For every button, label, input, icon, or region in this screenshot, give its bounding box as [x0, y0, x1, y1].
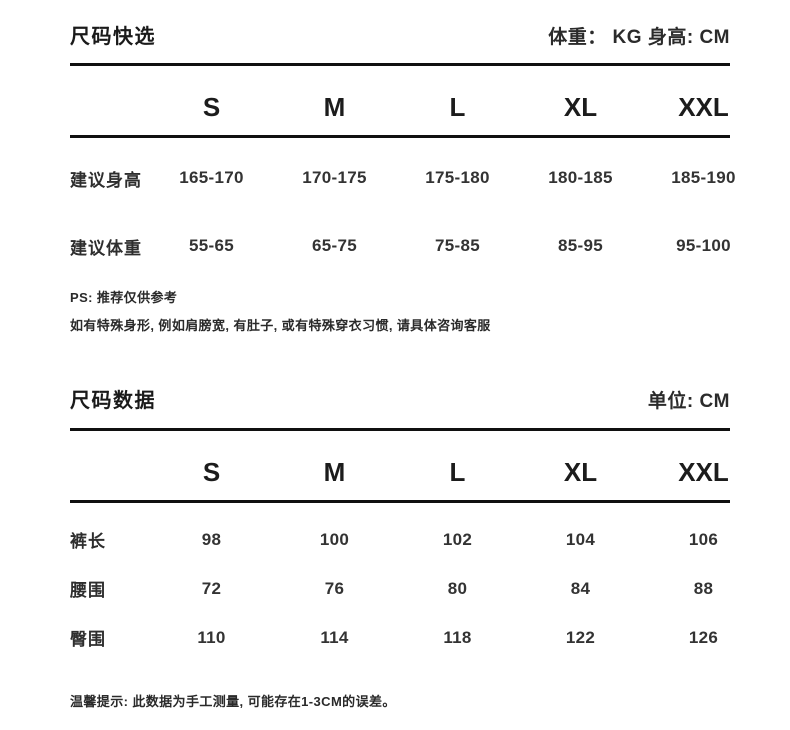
table-row-hip: 臀围 110 114 118 122 126 [70, 613, 765, 662]
size-data-title: 尺码数据 [70, 390, 156, 412]
size-data-size-header-row: S M L XL XXL [70, 431, 765, 500]
quick-select-table-body: 建议身高 165-170 170-175 175-180 180-185 185… [70, 138, 765, 280]
size-value: 180-185 [548, 168, 613, 187]
size-value: 84 [570, 578, 591, 598]
size-value: 118 [443, 627, 472, 647]
size-value: 102 [442, 529, 473, 549]
quick-select-notes: PS: 推荐仅供参考 如有特殊身形, 例如肩膀宽, 有肚子, 或有特殊穿衣习惯,… [70, 288, 765, 336]
size-value: 75-85 [435, 236, 480, 255]
size-value: 76 [324, 578, 345, 598]
size-value: 80 [447, 578, 468, 598]
size-value: 65-75 [312, 236, 357, 255]
size-column-header-m: M [323, 457, 346, 487]
size-value: 95-100 [676, 236, 731, 255]
size-column-header-l: L [449, 457, 466, 487]
measurement-disclaimer: 温馨提示: 此数据为手工测量, 可能存在1-3CM的误差。 [70, 694, 396, 709]
row-label: 建议体重 [70, 238, 142, 258]
size-value: 55-65 [189, 236, 234, 255]
quick-select-size-header-row: S M L XL XXL [70, 66, 765, 135]
table-row-suggested-height: 建议身高 165-170 170-175 175-180 180-185 185… [70, 144, 765, 212]
size-value: 72 [201, 578, 222, 598]
size-value: 106 [688, 529, 719, 549]
size-data-section: 尺码数据 单位: CM S M L XL XXL 裤长 98 100 102 1… [70, 386, 765, 712]
quick-select-header: 尺码快选 体重： KG 身高: CM [70, 22, 730, 49]
row-label: 腰围 [70, 581, 106, 600]
size-value: 85-95 [558, 236, 603, 255]
size-value: 175-180 [425, 168, 490, 187]
size-column-header-s: S [202, 92, 221, 122]
table-row-suggested-weight: 建议体重 55-65 65-75 75-85 85-95 95-100 [70, 212, 765, 280]
size-value: 170-175 [302, 168, 367, 187]
size-value: 185-190 [671, 168, 736, 187]
divider [70, 63, 730, 66]
size-value: 165-170 [179, 168, 244, 187]
size-value: 98 [201, 529, 222, 549]
table-row-waist: 腰围 72 76 80 84 88 [70, 564, 765, 613]
quick-select-title: 尺码快选 [70, 26, 156, 48]
size-data-table-body: 裤长 98 100 102 104 106 腰围 72 76 80 84 88 … [70, 503, 765, 662]
row-label: 建议身高 [70, 170, 142, 190]
ps-note: PS: 推荐仅供参考 [70, 290, 178, 305]
size-column-header-s: S [202, 457, 221, 487]
size-value: 88 [693, 578, 714, 598]
divider [70, 135, 730, 138]
size-value: 126 [688, 627, 719, 647]
divider [70, 428, 730, 431]
size-column-header-xl: XL [563, 457, 598, 487]
size-data-header: 尺码数据 单位: CM [70, 386, 730, 413]
size-column-header-xl: XL [563, 92, 598, 122]
size-value: 100 [319, 529, 350, 549]
quick-select-section: 尺码快选 体重： KG 身高: CM S M L XL XXL 建议身高 165… [70, 22, 765, 336]
table-row-pant-length: 裤长 98 100 102 104 106 [70, 515, 765, 564]
row-label: 臀围 [70, 630, 106, 649]
size-data-unit-note: 单位: CM [647, 391, 730, 412]
size-value: 104 [565, 529, 596, 549]
row-label: 裤长 [70, 532, 106, 551]
size-column-header-m: M [323, 92, 346, 122]
size-value: 114 [320, 627, 349, 647]
size-value: 122 [565, 627, 596, 647]
divider [70, 500, 730, 503]
quick-select-unit-note: 体重： KG 身高: CM [548, 27, 730, 48]
size-column-header-xxl: XXL [678, 457, 729, 487]
size-column-header-l: L [449, 92, 466, 122]
size-column-header-xxl: XXL [678, 92, 729, 122]
size-chart-page: 尺码快选 体重： KG 身高: CM S M L XL XXL 建议身高 165… [70, 22, 765, 712]
size-value: 110 [197, 627, 226, 647]
advice-note: 如有特殊身形, 例如肩膀宽, 有肚子, 或有特殊穿衣习惯, 请具体咨询客服 [70, 318, 491, 333]
